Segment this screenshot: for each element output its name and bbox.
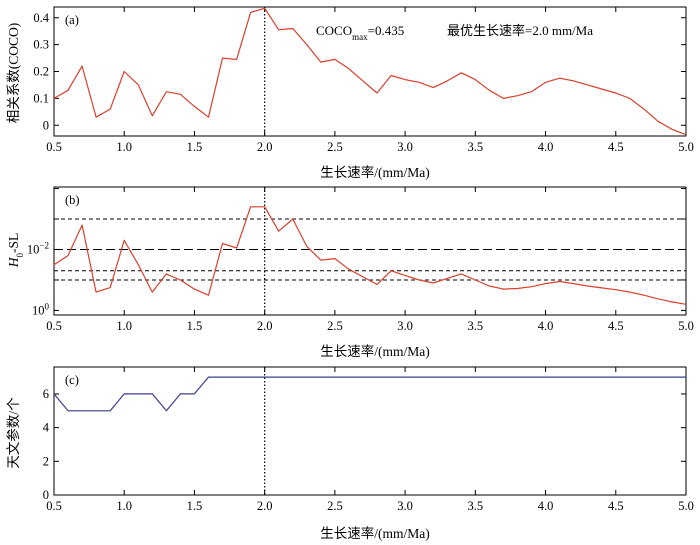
panel-a: 相关系数(COCO) 生长速率/(mm/Ma) 0.5 1.0 1.5 2.0 2.5 3… <box>6 6 694 180</box>
y-tick-label: 4 <box>43 421 50 435</box>
panel-c-x-axis-label: 生长速率/(mm/Ma) <box>320 525 430 541</box>
y-tick-label: 0.4 <box>33 11 49 25</box>
x-tick-label: 4.5 <box>608 319 624 333</box>
panel-c-y-axis-label: 天文参数/个 <box>5 397 21 469</box>
x-tick-label: 5.0 <box>678 140 694 154</box>
y-tick-label: 100 <box>32 301 50 317</box>
x-tick-label: 4.0 <box>538 319 554 333</box>
panel-label: (b) <box>65 193 80 207</box>
x-tick-label: 3.0 <box>397 319 413 333</box>
series-line <box>53 376 686 412</box>
x-tick-label: 4.5 <box>608 140 624 154</box>
x-tick-label: 5.0 <box>678 319 694 333</box>
x-tick-label: 0.5 <box>46 499 62 513</box>
x-tick-label: 0.5 <box>46 319 62 333</box>
panel-a-x-axis-label: 生长速率/(mm/Ma) <box>320 164 430 180</box>
panel-1-axes-frame <box>53 186 687 316</box>
y-tick-label: 0.2 <box>33 65 49 79</box>
series-line <box>53 7 687 136</box>
x-tick-label: 1.0 <box>116 319 132 333</box>
panel-label: (a) <box>65 13 79 27</box>
x-tick-label: 1.5 <box>187 499 203 513</box>
y-tick-label: 0 <box>43 118 49 132</box>
x-tick-label: 2.0 <box>257 499 273 513</box>
x-tick-label: 3.5 <box>468 499 484 513</box>
y-tick-label: 0.3 <box>33 38 49 52</box>
optimal-rate-annotation: 最优生长速率=2.0 mm/Ma <box>447 23 593 38</box>
panel-2-axes-frame <box>53 366 687 496</box>
y-tick-label: 0.1 <box>33 91 49 105</box>
panel-b-x-axis-label: 生长速率/(mm/Ma) <box>320 343 430 359</box>
x-tick-label: 4.5 <box>608 499 624 513</box>
x-tick-label: 1.5 <box>187 140 203 154</box>
series-line <box>53 206 687 305</box>
x-tick-label: 1.0 <box>116 140 132 154</box>
panel-label: (c) <box>65 373 79 387</box>
x-tick-label: 2.5 <box>327 499 343 513</box>
y-tick-label: 10−2 <box>27 240 49 256</box>
x-tick-label: 5.0 <box>678 499 694 513</box>
x-tick-label: 4.0 <box>538 140 554 154</box>
x-tick-label: 2.5 <box>327 140 343 154</box>
panel-b: H0-SL 生长速率/(mm/Ma) 0.5 1.0 1.5 2.0 2.5 3.0 3.5… <box>6 186 694 359</box>
x-tick-label: 0.5 <box>46 140 62 154</box>
panel-b-y-axis-label: H0-SL <box>6 233 25 269</box>
x-tick-label: 3.0 <box>397 499 413 513</box>
x-tick-label: 1.5 <box>187 319 203 333</box>
x-tick-label: 4.0 <box>538 499 554 513</box>
x-tick-label: 1.0 <box>116 499 132 513</box>
y-tick-label: 6 <box>43 387 49 401</box>
panel-a-y-axis-label: 相关系数(COCO) <box>6 23 21 124</box>
panel-c: 天文参数/个 生长速率/(mm/Ma) 0.5 1.0 1.5 2.0 2.5 3.0 3.… <box>5 366 694 541</box>
y-tick-label: 0 <box>43 488 49 502</box>
x-tick-label: 3.0 <box>397 140 413 154</box>
x-tick-label: 3.5 <box>468 140 484 154</box>
coco-max-annotation: COCOmax=0.435 <box>316 23 404 42</box>
x-tick-label: 3.5 <box>468 319 484 333</box>
x-tick-label: 2.0 <box>257 319 273 333</box>
y-tick-label: 2 <box>43 454 49 468</box>
x-tick-label: 2.5 <box>327 319 343 333</box>
x-tick-label: 2.0 <box>257 140 273 154</box>
